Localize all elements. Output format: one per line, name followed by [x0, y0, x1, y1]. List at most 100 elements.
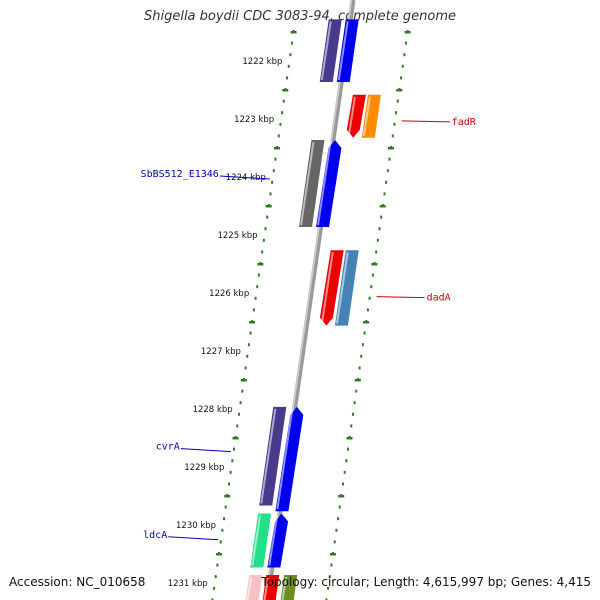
scale-tick-right	[354, 379, 361, 382]
gene-highlight	[347, 96, 356, 136]
map-title: Shigella boydii CDC 3083-94, complete ge…	[143, 9, 457, 24]
scale-dot-left	[211, 598, 214, 600]
gene-label-leader	[401, 120, 450, 123]
scale-dot-right	[325, 598, 328, 600]
scale-dot-left	[264, 227, 267, 231]
scale-dot-right	[366, 308, 369, 312]
gene-arrow-g2[interactable]	[336, 19, 359, 83]
scale-dot-right	[370, 285, 373, 289]
gene-arrow-fadR_red[interactable]	[346, 94, 366, 138]
gene-highlight	[320, 21, 332, 81]
gene-highlight	[320, 252, 334, 324]
scale-dot-right	[363, 331, 366, 335]
scale-tick-left	[273, 147, 280, 150]
gene-highlight	[362, 96, 371, 136]
scale-tick-left	[249, 321, 256, 324]
scale-dot-right	[335, 528, 338, 532]
scale-dot-left	[271, 180, 274, 184]
scale-dot-right	[358, 366, 361, 370]
gene-arrow-dadA_red[interactable]	[319, 250, 344, 326]
scale-dot-right	[375, 250, 378, 254]
scale-tick-left	[290, 31, 297, 34]
scale-dot-right	[330, 563, 333, 567]
gene-highlight	[337, 21, 349, 81]
scale-dot-left	[254, 296, 257, 300]
gene-label-leader	[219, 175, 270, 180]
scale-tick-right	[379, 205, 386, 208]
gene-arrow-cvrA_blue[interactable]	[275, 406, 304, 512]
scale-dot-left	[229, 470, 232, 474]
scale-tick-left	[224, 495, 231, 498]
gene-label-leader	[376, 296, 425, 299]
scale-tick-left	[265, 205, 272, 208]
gene-arrow-cvrA_purple[interactable]	[259, 406, 287, 506]
gene-features	[245, 19, 381, 600]
scale-dot-right	[328, 575, 331, 579]
scale-tick-right	[404, 31, 411, 34]
scale-dot-right	[345, 459, 348, 463]
gene-label[interactable]: cvrA	[156, 442, 180, 453]
gene-arrow-ldcA_blue[interactable]	[267, 513, 289, 568]
scale-dot-right	[361, 343, 364, 347]
scale-dot-right	[337, 517, 340, 521]
scale-tick-left	[240, 379, 247, 382]
scale-dot-right	[403, 53, 406, 57]
scale-dot-right	[371, 273, 374, 277]
scale-dot-right	[346, 447, 349, 451]
scale-dot-left	[219, 540, 222, 544]
gene-label[interactable]: SbBS512_E1346	[141, 169, 219, 180]
scale-label: 1226 kbp	[209, 289, 249, 299]
scale-label: 1223 kbp	[234, 115, 274, 125]
scale-dot-left	[214, 575, 217, 579]
scale-dot-left	[237, 412, 240, 416]
scale-dot-left	[232, 447, 235, 451]
scale-dot-left	[282, 99, 285, 103]
scale-dot-right	[378, 227, 381, 231]
scale-dot-left	[216, 563, 219, 567]
scale-dot-left	[261, 250, 264, 254]
scale-tick-right	[346, 437, 353, 440]
scale-dot-right	[338, 505, 341, 509]
scale-dot-right	[327, 586, 330, 590]
accession-text: Accession: NC_010658	[9, 575, 146, 589]
scale-label: 1231 kbp	[168, 579, 208, 589]
gene-label[interactable]: fadR	[452, 117, 477, 128]
gene-arrow-dadA_blue[interactable]	[334, 250, 359, 326]
gene-highlight	[335, 252, 349, 324]
scale-dot-left	[286, 76, 289, 80]
gene-arrow-g1[interactable]	[319, 19, 342, 83]
scale-dot-right	[343, 470, 346, 474]
scale-label: 1222 kbp	[242, 57, 282, 67]
scale-dot-left	[249, 331, 252, 335]
scale-dot-left	[262, 238, 265, 242]
gene-arrow-fadR_orange[interactable]	[361, 94, 381, 138]
scale-dot-left	[287, 64, 290, 68]
scale-label: 1228 kbp	[193, 405, 233, 415]
scale-dot-right	[383, 192, 386, 196]
gene-highlight	[281, 576, 288, 600]
scale-dot-left	[266, 215, 269, 219]
gene-label-leader	[168, 536, 219, 541]
scale-dot-left	[272, 169, 275, 173]
scale-dot-left	[221, 528, 224, 532]
scale-tick-right	[338, 495, 345, 498]
scale-dot-left	[246, 354, 249, 358]
scale-dot-right	[353, 401, 356, 405]
gene-label[interactable]: dadA	[427, 293, 451, 304]
gene-highlight	[263, 576, 270, 600]
gene-arrow-SbBS512_blue[interactable]	[316, 140, 342, 228]
scale-dot-right	[380, 215, 383, 219]
scale-tick-right	[371, 263, 378, 266]
scale-dot-left	[291, 41, 294, 45]
gene-label[interactable]: ldcA	[143, 530, 167, 541]
scale-dot-left	[252, 308, 255, 312]
scale-tick-left	[215, 553, 222, 556]
gene-arrow-ldcA_green[interactable]	[250, 513, 272, 568]
scale-tick-right	[363, 321, 370, 324]
scale-dot-right	[396, 99, 399, 103]
gene-arrow-SbBS512_gray[interactable]	[299, 140, 325, 228]
scale-label: 1229 kbp	[184, 463, 224, 473]
scale-dot-left	[224, 505, 227, 509]
scale-dot-left	[244, 366, 247, 370]
